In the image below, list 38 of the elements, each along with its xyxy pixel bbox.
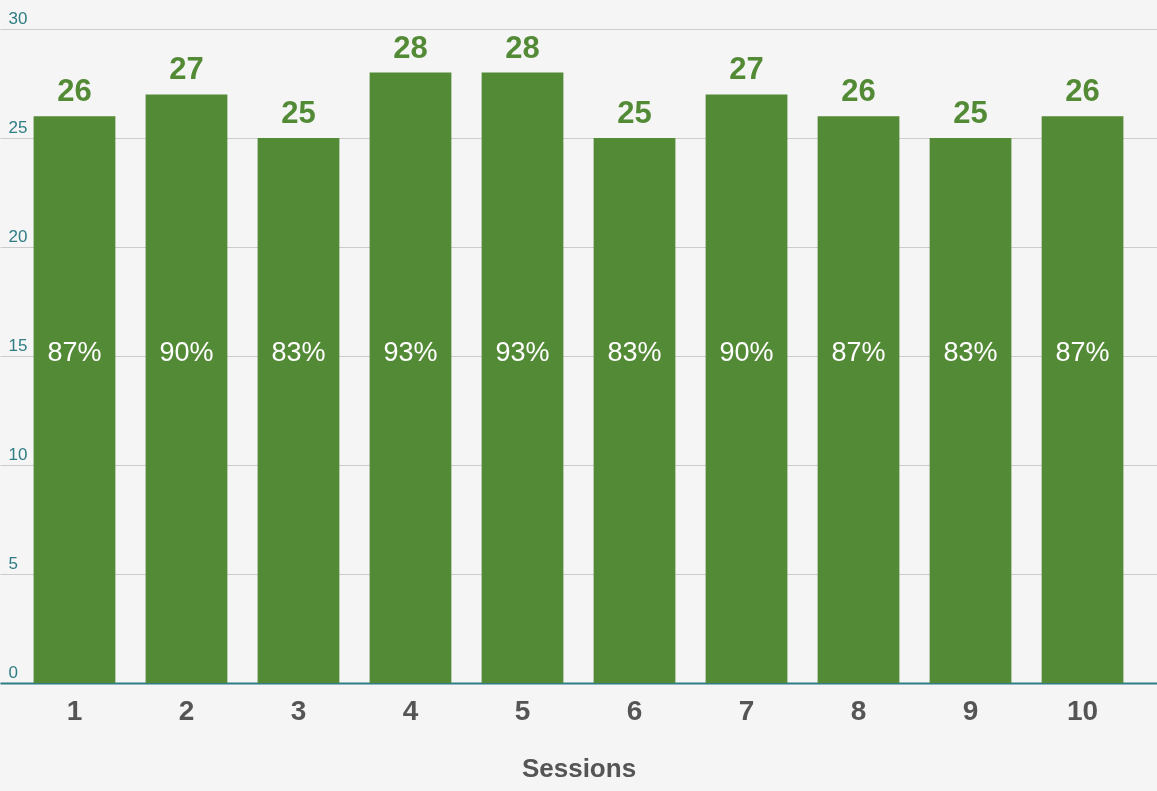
annotation: 90% <box>719 337 774 367</box>
annotation: 87% <box>831 337 886 367</box>
x-tick-label: 10 <box>1066 694 1099 726</box>
x-tick-label: 4 <box>402 694 419 726</box>
x-tick-label: 5 <box>514 694 531 726</box>
data-label: 28 <box>505 29 540 65</box>
annotation: 87% <box>1055 337 1110 367</box>
y-tick-label: 5 <box>8 553 18 573</box>
x-tick-label: 7 <box>738 694 755 726</box>
data-label: 26 <box>841 73 876 109</box>
x-axis-title: Sessions <box>521 752 637 783</box>
x-tick-label: 1 <box>66 694 83 726</box>
annotation: 90% <box>159 337 214 367</box>
y-tick-label: 10 <box>8 444 28 464</box>
annotation: 87% <box>47 337 102 367</box>
annotation: 93% <box>495 337 550 367</box>
data-label: 26 <box>57 73 92 109</box>
x-tick-label: 3 <box>290 694 307 726</box>
y-tick-label: 25 <box>8 117 28 137</box>
y-tick-label: 15 <box>8 335 28 355</box>
y-tick-label: 30 <box>8 8 28 28</box>
data-label: 28 <box>393 29 428 65</box>
annotation: 83% <box>607 337 662 367</box>
annotation: 83% <box>943 337 998 367</box>
data-label: 27 <box>729 51 764 87</box>
x-tick-label: 6 <box>626 694 643 726</box>
annotation: 93% <box>383 337 438 367</box>
x-tick-label: 9 <box>962 694 979 726</box>
data-label: 25 <box>281 95 316 130</box>
y-tick-label: 20 <box>8 226 28 246</box>
data-label: 25 <box>953 95 988 130</box>
annotation: 83% <box>271 337 326 367</box>
data-label: 27 <box>169 51 204 87</box>
data-label: 25 <box>617 95 652 130</box>
x-tick-label: 2 <box>178 694 195 726</box>
y-tick-label: 0 <box>8 662 18 682</box>
data-label: 26 <box>1065 73 1100 109</box>
x-tick-label: 8 <box>850 694 867 726</box>
